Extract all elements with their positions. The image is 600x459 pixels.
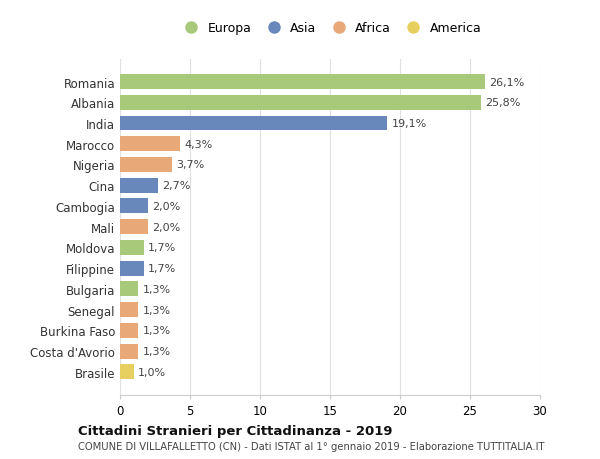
Bar xyxy=(120,95,481,111)
Bar xyxy=(120,199,148,214)
Text: 2,0%: 2,0% xyxy=(152,202,181,212)
Text: 1,3%: 1,3% xyxy=(142,347,170,356)
Bar xyxy=(120,323,138,338)
Bar xyxy=(120,344,138,359)
Text: 3,7%: 3,7% xyxy=(176,160,204,170)
Text: 1,3%: 1,3% xyxy=(142,284,170,294)
Text: 19,1%: 19,1% xyxy=(392,119,427,129)
Legend: Europa, Asia, Africa, America: Europa, Asia, Africa, America xyxy=(179,22,481,35)
Text: 2,7%: 2,7% xyxy=(162,181,190,191)
Text: Cittadini Stranieri per Cittadinanza - 2019: Cittadini Stranieri per Cittadinanza - 2… xyxy=(78,424,392,437)
Bar xyxy=(120,137,180,152)
Text: 1,3%: 1,3% xyxy=(142,305,170,315)
Bar xyxy=(120,179,158,193)
Bar xyxy=(120,220,148,235)
Bar xyxy=(120,241,144,255)
Bar xyxy=(120,302,138,318)
Text: 4,3%: 4,3% xyxy=(184,140,212,150)
Bar xyxy=(120,261,144,276)
Bar xyxy=(120,116,388,131)
Text: 26,1%: 26,1% xyxy=(490,78,525,87)
Text: COMUNE DI VILLAFALLETTO (CN) - Dati ISTAT al 1° gennaio 2019 - Elaborazione TUTT: COMUNE DI VILLAFALLETTO (CN) - Dati ISTA… xyxy=(78,441,545,451)
Text: 25,8%: 25,8% xyxy=(485,98,521,108)
Text: 1,0%: 1,0% xyxy=(138,367,166,377)
Bar xyxy=(120,282,138,297)
Bar xyxy=(120,158,172,173)
Bar xyxy=(120,364,134,380)
Text: 2,0%: 2,0% xyxy=(152,222,181,232)
Bar xyxy=(120,75,485,90)
Text: 1,3%: 1,3% xyxy=(142,326,170,336)
Text: 1,7%: 1,7% xyxy=(148,243,176,253)
Text: 1,7%: 1,7% xyxy=(148,263,176,274)
